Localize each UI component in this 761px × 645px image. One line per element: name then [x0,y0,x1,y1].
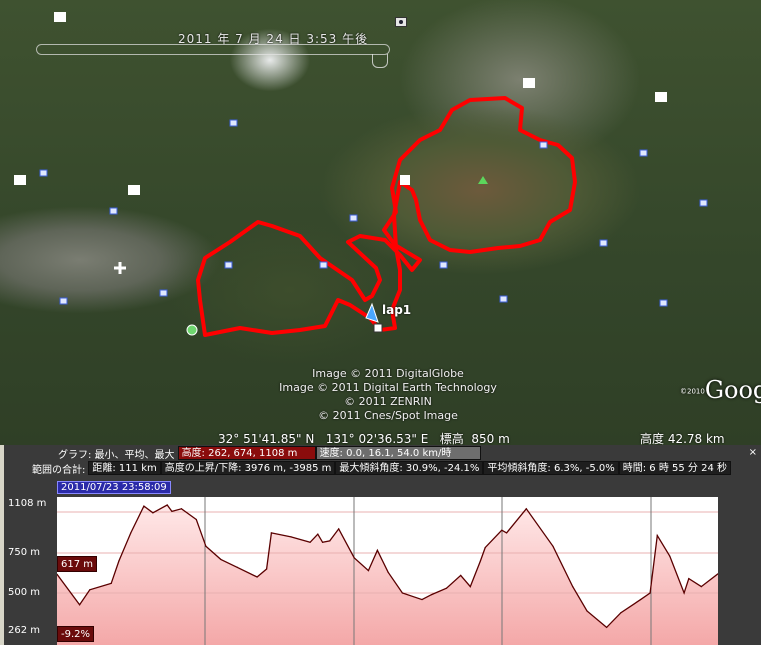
elevation-point [484,547,486,549]
elevation-point [421,598,423,601]
elevation-point [387,571,389,573]
elevation-point [586,610,588,612]
elevation-point [460,574,462,576]
cursor-slope-badge: -9.2% [57,626,95,642]
building-icons [14,12,667,195]
elevation-point [130,532,132,534]
graph-stats-row: グラフ: 最小、平均、最大 高度: 262, 674, 1108 m 速度: 0… [58,446,481,461]
close-profile-button[interactable]: × [748,447,757,458]
elevation-stats[interactable]: 高度: 262, 674, 1108 m [177,446,316,460]
elevation-area [57,505,718,645]
imagery-credits: Image © 2011 DigitalGlobe Image © 2011 D… [268,367,508,423]
elevation-point [367,570,370,572]
elevation-point [236,566,239,568]
gps-track[interactable] [196,96,577,337]
y-tick-label: 750 m [8,547,41,558]
elevation-point [620,612,622,614]
credit-line: Image © 2011 DigitalGlobe [312,367,464,380]
y-tick-label: 1108 m [8,498,47,509]
elevation-point [401,592,403,594]
elevation-point [89,589,91,591]
range-totals-row: 範囲の合計: 距離: 111 km 高度の上昇/下降: 3976 m, -398… [32,461,732,476]
credit-line: Image © 2011 Digital Earth Technology [279,381,497,394]
camera-icon[interactable] [395,17,407,27]
eye-altitude: 高度 42.78 km [640,432,725,445]
elevation-point [376,549,378,551]
google-logo: ©2010Google [680,376,761,404]
map-overlay [14,12,708,337]
speed-stats[interactable]: 速度: 0.0, 16.1, 54.0 km/時 [315,446,481,460]
elevation-point [57,573,58,575]
elevation-point [430,594,433,596]
elevation-point [143,505,145,507]
elevation-point [110,582,112,584]
elevation-point [552,545,554,547]
elevation-point [669,555,671,557]
elevation-point [688,578,690,580]
elevation-point [329,540,331,542]
elevation-point [205,545,207,547]
credit-line: © 2011 ZENRIN [344,395,432,408]
elevation-point [353,557,355,559]
distance-stat: 距離: 111 km [88,461,161,475]
cursor-elevation-badge: 617 m [57,556,98,572]
credit-line: © 2011 Cnes/Spot Image [318,409,458,422]
lap-marker-icon[interactable] [365,302,379,323]
elevation-point [309,541,311,543]
elevation-point [166,504,168,506]
elevation-point [649,592,651,594]
earth-map-view[interactable]: 2011 年 7 月 24 日 3:53 午後 lap1 Image © 201… [0,0,761,445]
elevation-point [445,587,448,589]
elevation-point [505,532,508,534]
sidebar-edge [0,445,4,645]
y-tick-label: 262 m [8,625,41,636]
elevation-chart[interactable] [57,497,718,645]
elevation-point [180,508,183,510]
elevation-point [656,534,658,537]
elevation-point [220,558,222,560]
elevation-point [79,604,81,606]
lap-label: lap1 [382,303,412,317]
max-slope-stat: 最大傾斜角度: 30.9%, -24.1% [335,461,484,475]
poi-icons [39,119,708,307]
time-stat: 時間: 6 時 55 分 24 秒 [618,461,732,475]
gain-loss-stat: 高度の上昇/下降: 3976 m, -3985 m [160,461,336,475]
elevation-point [338,528,340,530]
pointer-coordinates: 32° 51'41.85" N 131° 02'36.53" E 標高 850 … [218,432,510,445]
elevation-point [290,536,292,538]
cursor-date: 2011/07/23 23:58:09 [57,481,171,494]
elevation-point [700,586,702,588]
time-slider-handle[interactable] [372,54,388,68]
summit-icon [478,176,488,184]
elevation-point [525,508,527,510]
start-marker-icon[interactable] [373,323,383,333]
avg-slope-stat: 平均傾斜角度: 6.3%, -5.0% [483,461,619,475]
elevation-point [501,529,503,531]
elevation-point [683,592,685,594]
graph-label: グラフ: 最小、平均、最大 [58,449,175,461]
range-label: 範囲の合計: [32,464,86,476]
elevation-point [317,533,319,535]
airport-icon [114,262,126,274]
elevation-point [639,598,642,601]
elevation-point [479,560,481,562]
time-slider[interactable] [36,44,390,55]
elevation-point [469,586,471,588]
y-tick-label: 500 m [8,587,41,598]
elevation-point [118,560,120,562]
elevation-point [606,626,608,629]
elevation-point [171,510,173,513]
elevation-point [152,512,154,514]
elevation-point [270,532,272,534]
elevation-point [321,541,324,543]
time-slider-date: 2011 年 7 月 24 日 3:53 午後 [178,32,369,46]
elevation-point [717,573,718,575]
elevation-point [266,568,268,570]
park-icon [186,324,198,336]
elevation-line [57,504,718,629]
elevation-point [256,576,258,578]
elevation-point [572,586,574,588]
elevation-point [195,518,197,521]
